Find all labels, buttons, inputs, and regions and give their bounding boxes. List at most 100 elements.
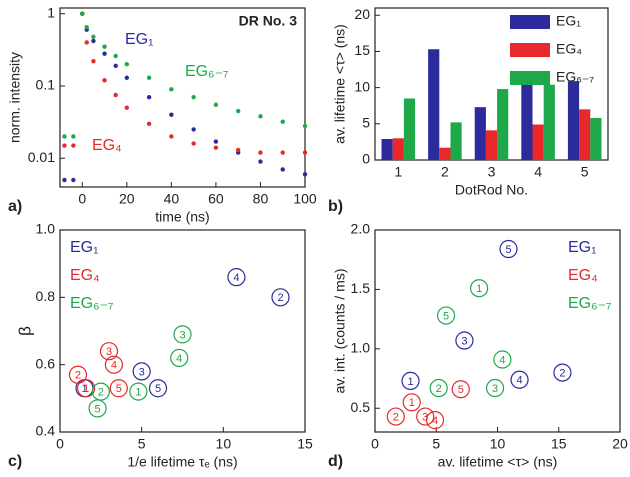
y-axis-label: norm. intensity	[7, 52, 23, 143]
legend-label: EG₆₋₇	[70, 295, 114, 312]
data-point	[302, 172, 308, 177]
data-point	[146, 75, 152, 80]
data-point	[386, 407, 405, 426]
point-label: 4	[111, 360, 117, 372]
x-axis-label: DotRod No.	[455, 182, 528, 198]
point-label: 5	[116, 383, 122, 395]
x-tick-label: 20	[612, 436, 628, 452]
point-label: 4	[176, 353, 182, 365]
y-tick-label: 1.5	[351, 280, 371, 296]
x-tick-label: 15	[551, 436, 567, 452]
data-point	[455, 331, 474, 350]
data-point	[191, 141, 196, 146]
point-label: 1	[81, 383, 87, 395]
point-label: 5	[505, 244, 511, 256]
y-tick-label: 0.1	[36, 77, 56, 93]
x-tick-label: 100	[293, 191, 317, 207]
legend-label: EG₁	[70, 239, 99, 256]
y-tick-label: 0.4	[36, 423, 56, 439]
bar	[381, 139, 393, 160]
data-point	[71, 143, 76, 148]
point-label: 1	[407, 376, 413, 388]
data-point	[169, 87, 174, 92]
plot-frame	[59, 7, 306, 188]
legend-label: EG₁	[556, 13, 581, 29]
point-label: 1	[476, 283, 482, 295]
data-point	[213, 102, 219, 107]
x-tick-label: 0	[56, 436, 64, 452]
data-point	[302, 123, 308, 129]
point-label: 1	[83, 383, 89, 395]
x-tick-label: 60	[208, 191, 224, 207]
point-label: 3	[139, 366, 145, 378]
x-tick-label: 40	[164, 191, 180, 207]
data-point	[124, 75, 130, 80]
data-point	[436, 306, 456, 325]
y-axis-label: av. lifetime <τ> (ns)	[332, 24, 348, 144]
data-point	[271, 288, 290, 307]
data-point	[401, 371, 420, 391]
data-point	[99, 342, 119, 361]
x-axis-label: 1/e lifetime τₑ (ns)	[127, 454, 237, 470]
data-point	[91, 34, 96, 39]
data-point	[280, 150, 285, 155]
point-label: 3	[106, 346, 112, 358]
y-tick-label: 1	[47, 4, 55, 20]
data-point	[124, 105, 130, 110]
point-label: 5	[95, 403, 101, 415]
legend-label: EG₄	[556, 41, 582, 57]
y-tick-label: 0.8	[36, 288, 56, 304]
bar	[579, 109, 591, 160]
y-tick-label: 10	[354, 78, 370, 94]
data-point	[62, 143, 67, 148]
data-point	[169, 134, 174, 139]
data-point	[470, 279, 489, 298]
y-tick-label: 15	[354, 42, 370, 58]
data-point	[416, 407, 435, 426]
data-point	[148, 379, 168, 398]
legend-swatch	[510, 43, 550, 57]
bar	[543, 84, 555, 160]
data-point	[280, 167, 285, 172]
panel-label: c)	[8, 453, 22, 470]
x-tick-label: 10	[216, 436, 232, 452]
data-point	[71, 134, 76, 139]
data-point	[129, 382, 148, 401]
y-tick-label: 2.0	[351, 221, 371, 237]
data-point	[102, 78, 107, 83]
legend-label: EG₆₋₇	[568, 295, 612, 312]
x-tick-label: 5	[138, 436, 146, 452]
data-point	[102, 51, 107, 56]
data-point	[235, 147, 241, 153]
point-label: 5	[155, 383, 161, 395]
point-label: 1	[135, 387, 141, 399]
bar	[497, 89, 509, 160]
x-tick-label: 20	[119, 191, 135, 207]
data-point	[258, 159, 263, 164]
bar	[474, 107, 486, 160]
x-tick-label: 5	[581, 164, 589, 180]
data-point	[169, 112, 174, 117]
x-tick-label: 10	[490, 436, 506, 452]
point-label: 3	[179, 329, 185, 341]
data-point	[235, 108, 241, 114]
point-label: 5	[443, 310, 449, 322]
series-label: EG₆₋₇	[185, 63, 229, 80]
data-point	[102, 44, 107, 49]
annotation: DR No. 3	[239, 13, 298, 29]
data-point	[62, 177, 67, 183]
data-point	[77, 379, 96, 398]
y-axis-label: β	[15, 326, 34, 336]
y-tick-label: 0.01	[28, 149, 55, 165]
bar	[590, 118, 602, 160]
x-tick-label: 80	[253, 191, 269, 207]
bar	[532, 124, 544, 160]
x-tick-label: 1	[394, 164, 402, 180]
data-point	[113, 53, 118, 59]
panel-label: d)	[328, 453, 343, 470]
x-axis-label: time (ns)	[155, 209, 209, 225]
bar	[567, 81, 580, 160]
data-point	[88, 399, 107, 418]
x-axis-label: av. lifetime <τ> (ns)	[438, 454, 558, 470]
